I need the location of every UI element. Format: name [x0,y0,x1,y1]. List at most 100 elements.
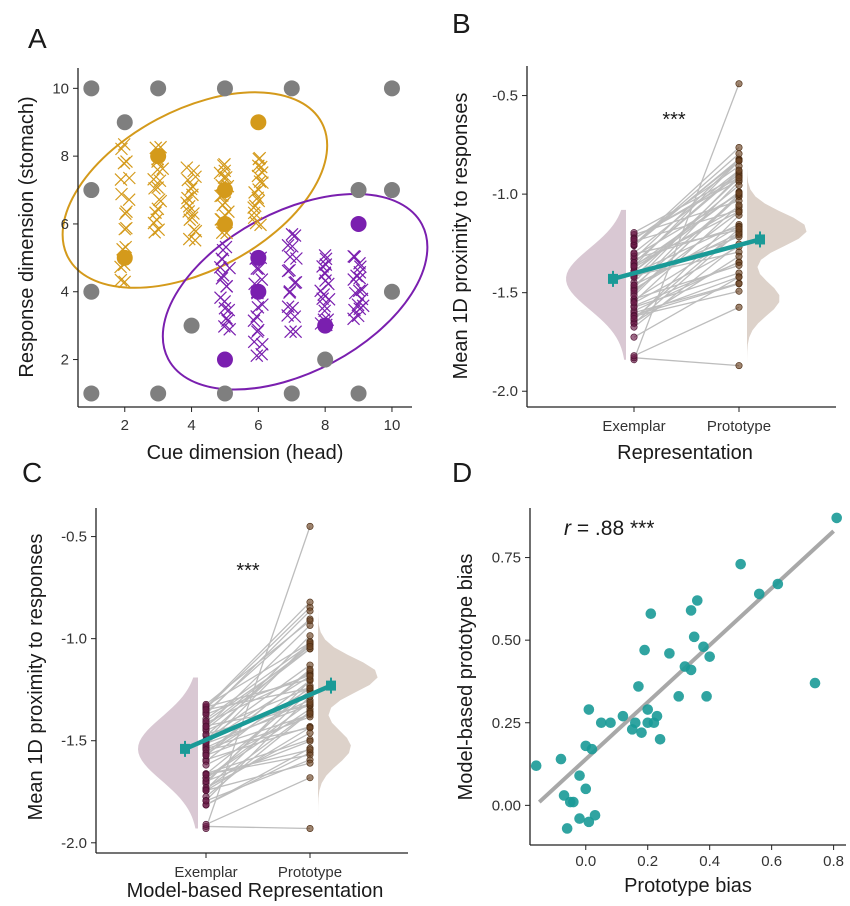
prototype-participant-point [306,522,314,530]
x-tick-label: Prototype [278,864,342,881]
prototype-participant-point [306,607,314,615]
orange-response-cross [181,173,195,187]
participant-line [205,716,311,756]
y-tick-label: -1.5 [492,285,518,302]
participant-line [633,231,740,324]
participant-line [633,204,740,303]
participant-line [633,243,740,328]
orange-response-cross [248,186,261,199]
orange-response-cross [156,162,170,176]
panel-b-plot [566,80,807,370]
orange-response-cross [187,223,201,237]
participant-line [633,272,740,308]
orange-response-cross [187,164,201,178]
grey-stimulus-point [83,283,100,300]
participant-point [673,691,685,702]
prototype-participant-point [306,598,314,606]
exemplar-participant-point [202,706,210,714]
purple-training-point [250,249,267,266]
prototype-participant-point [735,303,743,311]
y-tick-label: -1.0 [61,631,87,648]
exemplar-violin [566,209,626,360]
prototype-participant-point [306,684,314,692]
grey-stimulus-point [383,283,400,300]
prototype-participant-point [735,189,743,197]
orange-response-cross [114,173,128,186]
purple-response-cross [281,300,295,314]
orange-response-cross [253,151,267,165]
orange-response-cross [117,137,131,151]
participant-line [205,687,311,711]
purple-response-cross [318,248,332,262]
panel-b-significance: *** [662,109,686,131]
grey-stimulus-point [83,182,100,199]
prototype-participant-point [735,181,743,189]
participant-line [633,246,740,304]
participant-point [574,813,585,824]
y-tick-label: 0.00 [492,797,521,814]
panel-b-x-ticks: Exemplar Prototype [602,407,771,435]
participant-point [772,578,784,590]
purple-response-cross [317,288,331,302]
orange-response-cross [184,182,198,196]
participant-point [735,558,746,570]
panel-d-y-ticks: 0.00 0.25 0.50 0.75 [492,550,530,814]
participant-line [205,704,311,744]
participant-point [704,651,715,662]
prototype-participant-point [735,362,743,370]
purple-response-cross [316,292,330,306]
orange-response-cross [186,180,199,193]
mean-trend-line [612,237,761,282]
panel-d-x-title: Prototype bias [624,875,752,897]
orange-response-cross [181,191,194,205]
purple-response-cross [218,295,232,308]
exemplar-participant-point [630,299,638,307]
orange-response-cross [213,166,227,180]
y-tick-label: 10 [52,80,69,97]
y-tick-label: 0.25 [492,715,521,732]
panel-d-annotation-r: r [564,517,572,540]
x-tick-label: Exemplar [174,864,237,881]
orange-response-cross [255,176,269,190]
prototype-participant-point [735,174,743,182]
exemplar-participant-point [630,281,638,289]
participant-line [205,645,311,727]
participant-line [205,759,311,802]
exemplar-participant-point [630,315,638,323]
purple-response-cross [355,292,369,306]
prototype-participant-point [306,774,314,782]
participant-line [205,732,311,789]
participant-point [642,704,654,715]
orange-response-cross [122,193,136,207]
exemplar-participant-point [630,287,638,295]
participant-line [633,192,740,267]
prototype-participant-point [306,665,314,673]
orange-response-cross [117,156,131,170]
orange-response-cross [182,199,196,213]
x-tick-label: 4 [187,417,195,434]
prototype-participant-point [735,150,743,158]
panel-c-significance: *** [236,560,260,582]
participant-line [205,777,311,826]
orange-response-cross [247,211,261,225]
grey-stimulus-point [283,80,300,97]
participant-line [205,726,311,792]
panel-c-x-title: Model-based Representation [127,880,384,902]
panel-a-y-title: Response dimension (stomach) [16,96,38,377]
participant-line [633,357,740,367]
orange-response-cross [120,205,133,219]
y-tick-label: 8 [61,148,69,165]
orange-response-cross [216,159,230,172]
grey-stimulus-point [350,385,367,402]
purple-response-cross [353,256,366,270]
participant-line [205,606,311,709]
participant-point [574,770,585,781]
panel-d-x-ticks: 0.0 0.2 0.4 0.6 0.8 [575,845,844,870]
orange-response-cross [118,275,132,289]
panel-b-x-title: Representation [617,442,753,464]
prototype-violin [747,83,807,366]
purple-response-cross [219,240,233,254]
panel-b: B Exemplar Prototype -2.0 -1.5 -1.0 -0.5 ***… [450,8,836,464]
prototype-participant-point [735,287,743,295]
